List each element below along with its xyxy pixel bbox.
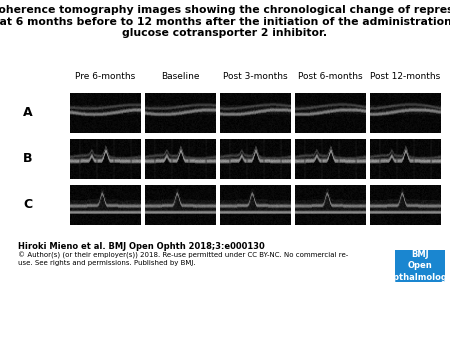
Bar <box>370 93 441 133</box>
Text: B: B <box>23 152 33 166</box>
Text: Hiroki Mieno et al. BMJ Open Ophth 2018;3:e000130: Hiroki Mieno et al. BMJ Open Ophth 2018;… <box>18 242 265 251</box>
Text: Post 12-months: Post 12-months <box>370 72 441 81</box>
Text: A: A <box>23 106 33 120</box>
Text: © Author(s) (or their employer(s)) 2018. Re-use permitted under CC BY-NC. No com: © Author(s) (or their employer(s)) 2018.… <box>18 252 348 266</box>
Bar <box>70 185 141 225</box>
Text: Baseline: Baseline <box>161 72 200 81</box>
Bar <box>145 93 216 133</box>
Text: Post 6-months: Post 6-months <box>298 72 363 81</box>
Bar <box>70 139 141 179</box>
Bar <box>295 139 366 179</box>
Bar <box>395 250 445 282</box>
Bar <box>370 185 441 225</box>
Bar <box>295 185 366 225</box>
Text: C: C <box>23 198 32 212</box>
Bar <box>70 93 141 133</box>
Bar <box>220 185 291 225</box>
Text: Optical coherence tomography images showing the chronological change of represen: Optical coherence tomography images show… <box>0 5 450 38</box>
Text: Post 3-months: Post 3-months <box>223 72 288 81</box>
Bar <box>220 93 291 133</box>
Text: BMJ
Open
Opthalmology: BMJ Open Opthalmology <box>387 250 450 282</box>
Bar <box>220 139 291 179</box>
Bar <box>145 139 216 179</box>
Bar <box>145 185 216 225</box>
Text: Pre 6-months: Pre 6-months <box>76 72 135 81</box>
Bar <box>295 93 366 133</box>
Bar <box>370 139 441 179</box>
